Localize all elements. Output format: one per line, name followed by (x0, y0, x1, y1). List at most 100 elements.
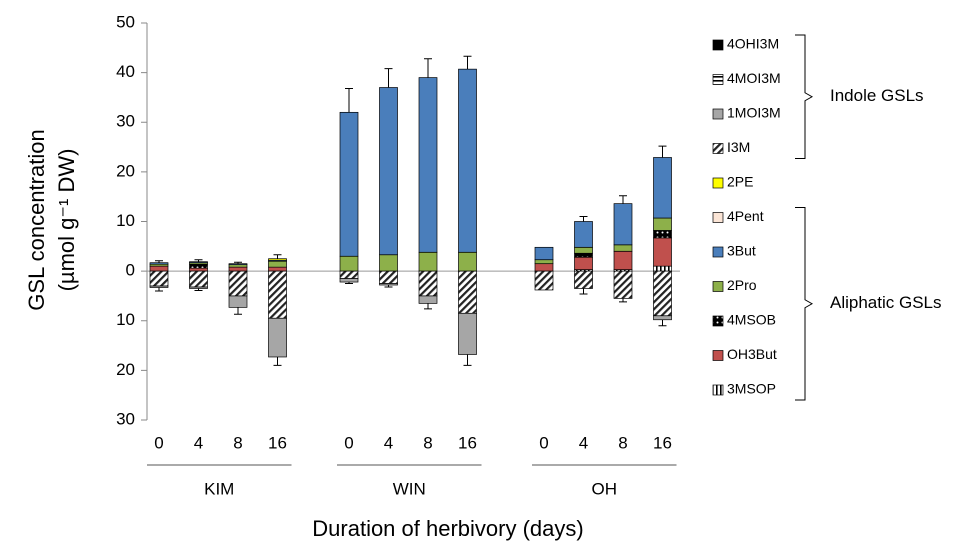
bar-segment (268, 317, 287, 358)
bar-segment (339, 270, 359, 279)
group-label: KIM (204, 479, 234, 498)
error-bar (155, 260, 163, 263)
legend-label: 3MSOP (727, 381, 776, 397)
bar-segment (458, 312, 477, 355)
bar-segment (418, 77, 438, 253)
y-title: (µmol g⁻¹ DW) (54, 149, 79, 292)
error-bar (234, 307, 242, 315)
bar-segment (149, 262, 169, 265)
bar-segment (339, 278, 359, 283)
bar-segment (189, 267, 208, 272)
bar-segment (189, 270, 208, 288)
bar-segment (653, 230, 672, 239)
bar-segment (534, 270, 554, 291)
x-tick-label: 16 (268, 433, 287, 452)
error-bar (658, 145, 667, 158)
bar-segment (653, 315, 672, 321)
bar-segment (574, 246, 593, 254)
legend-label: 4MSOB (727, 312, 776, 328)
legend-swatch (712, 143, 724, 154)
bar-segment (653, 217, 672, 231)
error-bar (579, 216, 588, 222)
legend-label: OH3But (727, 346, 777, 362)
x-tick-label: 4 (194, 433, 203, 452)
bar-segment (149, 265, 169, 272)
group-label: OH (592, 479, 618, 498)
legend-swatch (712, 177, 724, 189)
error-bar (463, 354, 472, 366)
bar-segment (653, 265, 672, 272)
legend-label: 2PE (727, 174, 753, 190)
error-bar (619, 195, 627, 204)
bar-segment (228, 295, 248, 308)
x-tick-label: 0 (154, 433, 163, 452)
error-bar (194, 259, 203, 262)
error-bar (579, 288, 588, 295)
error-bar (463, 55, 472, 70)
bar-segment (418, 270, 438, 297)
error-bar (384, 68, 393, 88)
legend-swatch (712, 108, 724, 120)
bar-segment (379, 254, 398, 272)
error-bar (155, 287, 163, 292)
y-tick-label: 0 (126, 261, 135, 280)
legend-swatch (712, 212, 724, 223)
legend-label: 1MOI3M (727, 105, 781, 121)
group-label: WIN (393, 479, 426, 498)
legend-label: 2Pro (727, 277, 757, 293)
y-tick-label: 50 (116, 12, 135, 31)
bar-segment (418, 251, 438, 272)
bar-segment (653, 157, 672, 219)
legend-brace (795, 34, 814, 159)
error-bar (384, 285, 393, 288)
bar-segment (268, 260, 287, 268)
bar-segment (574, 221, 593, 248)
error-bar (273, 356, 282, 366)
bar-segment (653, 237, 672, 267)
x-tick-label: 8 (423, 433, 432, 452)
error-bar (234, 261, 242, 264)
bar-segment (458, 68, 477, 253)
error-bar (619, 298, 627, 303)
bar-segment (189, 263, 208, 269)
bar-segment (574, 256, 593, 270)
legend-swatch (712, 39, 724, 51)
legend-group-label: Indole GSLs (830, 86, 924, 105)
bar-segment (339, 255, 359, 272)
bar-segment (534, 263, 554, 272)
bar-segment (268, 270, 287, 319)
bar-segment (149, 270, 169, 287)
bar-segment (268, 266, 287, 272)
bar-segment (228, 263, 248, 266)
legend-swatch (712, 281, 724, 292)
bar-segment (268, 258, 287, 261)
x-tick-label: 16 (653, 433, 672, 452)
bar-segment (574, 270, 593, 289)
x-tick-label: 16 (458, 433, 477, 452)
error-bar (658, 319, 667, 327)
legend-label: 4OHI3M (727, 36, 779, 52)
error-bar (273, 254, 282, 259)
x-tick-label: 8 (233, 433, 242, 452)
bar-segment (534, 259, 554, 265)
bar-segment (339, 111, 359, 257)
legend-swatch (712, 246, 724, 258)
bar-segment (149, 285, 169, 288)
bar-segment (418, 295, 438, 304)
bar-segment (613, 250, 633, 270)
bar-segment (228, 266, 248, 272)
y-tick-label: 10 (116, 310, 135, 329)
legend-label: 4MOI3M (727, 70, 781, 86)
legend-swatch (712, 384, 724, 396)
x-tick-label: 4 (384, 433, 393, 452)
error-bar (424, 303, 432, 310)
error-bar (345, 282, 353, 285)
legend-swatch (712, 350, 724, 361)
y-title: GSL concentration (24, 129, 49, 310)
error-bar (194, 288, 203, 291)
legend-label: I3M (727, 139, 750, 155)
x-title: Duration of herbivory (days) (312, 516, 583, 541)
bar-segment (613, 244, 633, 252)
y-tick-label: 30 (116, 112, 135, 131)
legend-label: 3But (727, 243, 756, 259)
